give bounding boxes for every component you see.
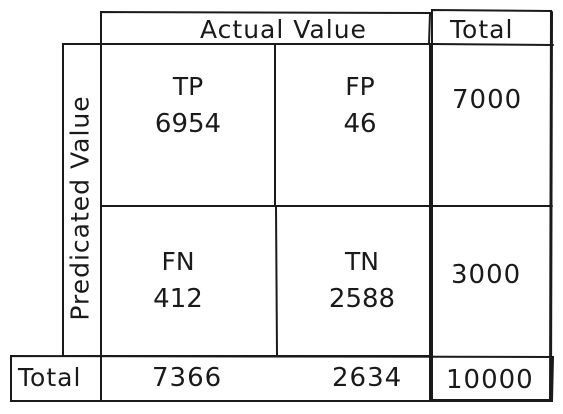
total-row-label: Total	[18, 363, 82, 392]
total-header-underline	[431, 43, 554, 46]
actual-value-header: Actual Value	[200, 15, 367, 44]
column-total-actual-positive: 7366	[152, 363, 223, 393]
tn-value: 2588	[328, 284, 396, 314]
tp-value: 6954	[154, 109, 222, 139]
total-row-box	[10, 354, 555, 402]
fn-value: 412	[153, 284, 203, 314]
grand-total: 10000	[446, 365, 534, 395]
fp-value: 46	[343, 109, 377, 139]
column-total-actual-negative: 2634	[332, 363, 403, 393]
fn-code: FN	[161, 247, 195, 276]
cell-false-positive: FP 46	[343, 72, 376, 139]
total-column-header: Total	[450, 15, 514, 44]
tn-code: TN	[345, 247, 379, 276]
cell-false-negative: FN 412	[153, 247, 203, 314]
matrix-vertical-divider-lower	[275, 205, 278, 357]
total-column-edge	[550, 11, 553, 399]
predicted-value-header: Predicated Value	[65, 95, 95, 321]
cell-true-positive: TP 6954	[155, 72, 221, 139]
fp-code: FP	[345, 72, 375, 101]
row-total-positive: 7000	[452, 85, 523, 115]
row-total-negative: 3000	[451, 260, 522, 290]
tp-code: TP	[172, 72, 204, 101]
cell-true-negative: TN 2588	[329, 247, 395, 314]
